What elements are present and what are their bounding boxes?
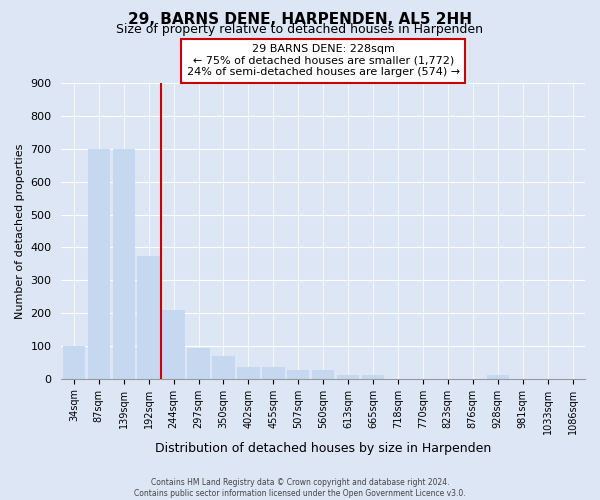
Text: 29, BARNS DENE, HARPENDEN, AL5 2HH: 29, BARNS DENE, HARPENDEN, AL5 2HH [128,12,472,28]
Text: 29 BARNS DENE: 228sqm
← 75% of detached houses are smaller (1,772)
24% of semi-d: 29 BARNS DENE: 228sqm ← 75% of detached … [187,44,460,78]
Bar [137,256,160,378]
Bar [237,367,260,378]
Bar [88,149,110,378]
Bar [487,376,509,378]
Bar [262,367,284,378]
Bar [62,346,85,378]
Bar [362,376,384,378]
Bar [312,370,334,378]
Text: Size of property relative to detached houses in Harpenden: Size of property relative to detached ho… [116,22,484,36]
Bar [113,149,135,378]
Text: Contains HM Land Registry data © Crown copyright and database right 2024.
Contai: Contains HM Land Registry data © Crown c… [134,478,466,498]
X-axis label: Distribution of detached houses by size in Harpenden: Distribution of detached houses by size … [155,442,491,455]
Bar [187,348,210,378]
Bar [212,356,235,378]
Bar [163,310,185,378]
Bar [337,376,359,378]
Y-axis label: Number of detached properties: Number of detached properties [15,144,25,318]
Bar [287,370,310,378]
